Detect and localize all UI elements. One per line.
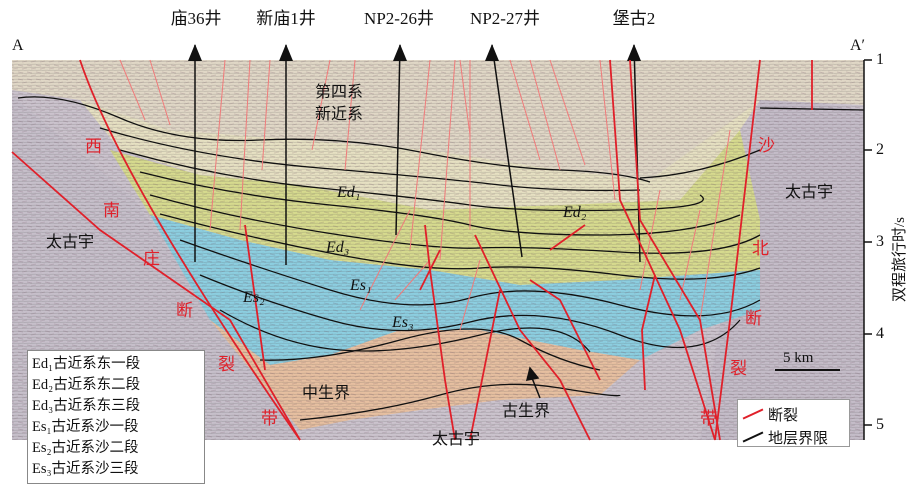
fault-label-west-6: 带 — [261, 409, 278, 428]
depth-tick-4: 4 — [876, 325, 884, 342]
fault-label-east-3: 断 — [745, 309, 762, 328]
legend-item-es3: Es₃古近系沙三段 — [32, 461, 139, 477]
legend-item-ed3: Ed₃古近系东三段 — [32, 398, 141, 414]
unit-label-ed2: Ed₂ — [563, 204, 587, 221]
legend-item-ed2: Ed₂古近系东二段 — [32, 377, 141, 393]
unit-label-es3: Es₃ — [392, 314, 414, 331]
well-lines — [194, 44, 641, 265]
well-label-np2-26: NP2-26井 — [364, 9, 434, 28]
key-fault-label: 断裂 — [768, 408, 799, 424]
major-faults — [11, 59, 813, 441]
line-key: 断裂 地层界限 — [737, 399, 850, 447]
depth-ticks — [863, 59, 872, 440]
legend-item-es1: Es₁古近系沙一段 — [32, 419, 139, 435]
depth-tick-3: 3 — [876, 233, 884, 250]
fault-label-west-5: 裂 — [218, 355, 235, 374]
minor-faults — [119, 59, 731, 331]
unit-label-es1: Es₁ — [350, 277, 372, 294]
depth-tick-5: 5 — [876, 416, 884, 433]
strata-legend: Ed₁古近系东一段 Ed₂古近系东二段 Ed₃古近系东三段 Es₁古近系沙一段 … — [27, 350, 205, 484]
unit-label-archean-bottom: 太古宇 — [432, 431, 481, 448]
unit-label-archean-right: 太古宇 — [785, 184, 834, 201]
well-label-np2-27: NP2-27井 — [470, 9, 540, 28]
paleozoic-arrow — [525, 366, 541, 399]
seismic-section: 庙36井 新庙1井 NP2-26井 NP2-27井 堡古2 A A′ 1 2 3… — [11, 9, 908, 484]
unit-label-quaternary: 第四系 — [315, 84, 364, 101]
unit-label-archean-left: 太古宇 — [46, 234, 95, 251]
fault-line-swatch — [742, 408, 764, 420]
boundary-line-swatch — [742, 431, 764, 443]
fault-label-west-4: 断 — [176, 301, 193, 320]
fault-label-east-2: 北 — [752, 239, 769, 258]
legend-item-ed1: Ed₁古近系东一段 — [32, 356, 141, 372]
section-start-label: A — [12, 37, 24, 54]
fault-label-east-4: 裂 — [730, 359, 747, 378]
fault-label-west-2: 南 — [103, 201, 120, 220]
unit-label-ed1: Ed₁ — [337, 184, 361, 201]
unit-label-ed3: Ed₃ — [326, 239, 350, 256]
legend-item-es2: Es₂古近系沙二段 — [32, 440, 139, 456]
scale-bar-label: 5 km — [783, 350, 814, 366]
well-label-xinmiao1: 新庙1井 — [256, 9, 316, 28]
fault-label-east-1: 沙 — [758, 136, 775, 155]
unit-label-mesozoic: 中生界 — [302, 385, 351, 402]
unit-label-neogene: 新近系 — [315, 106, 364, 123]
depth-tick-2: 2 — [876, 141, 884, 158]
well-label-miao36: 庙36井 — [170, 9, 222, 28]
key-boundary-label: 地层界限 — [768, 431, 829, 447]
well-label-baogu2: 堡古2 — [612, 9, 656, 28]
section-end-label: A′ — [850, 37, 866, 54]
well-heads — [188, 44, 641, 61]
unit-label-paleozoic: 古生界 — [502, 403, 551, 420]
fault-label-west-1: 西 — [85, 137, 102, 156]
depth-tick-1: 1 — [876, 51, 884, 68]
depth-axis-title: 双程旅行时/s — [892, 216, 908, 302]
fault-label-east-5: 带 — [700, 409, 717, 428]
fault-label-west-3: 庄 — [143, 249, 160, 268]
unit-label-es2: Es₂ — [243, 289, 265, 306]
